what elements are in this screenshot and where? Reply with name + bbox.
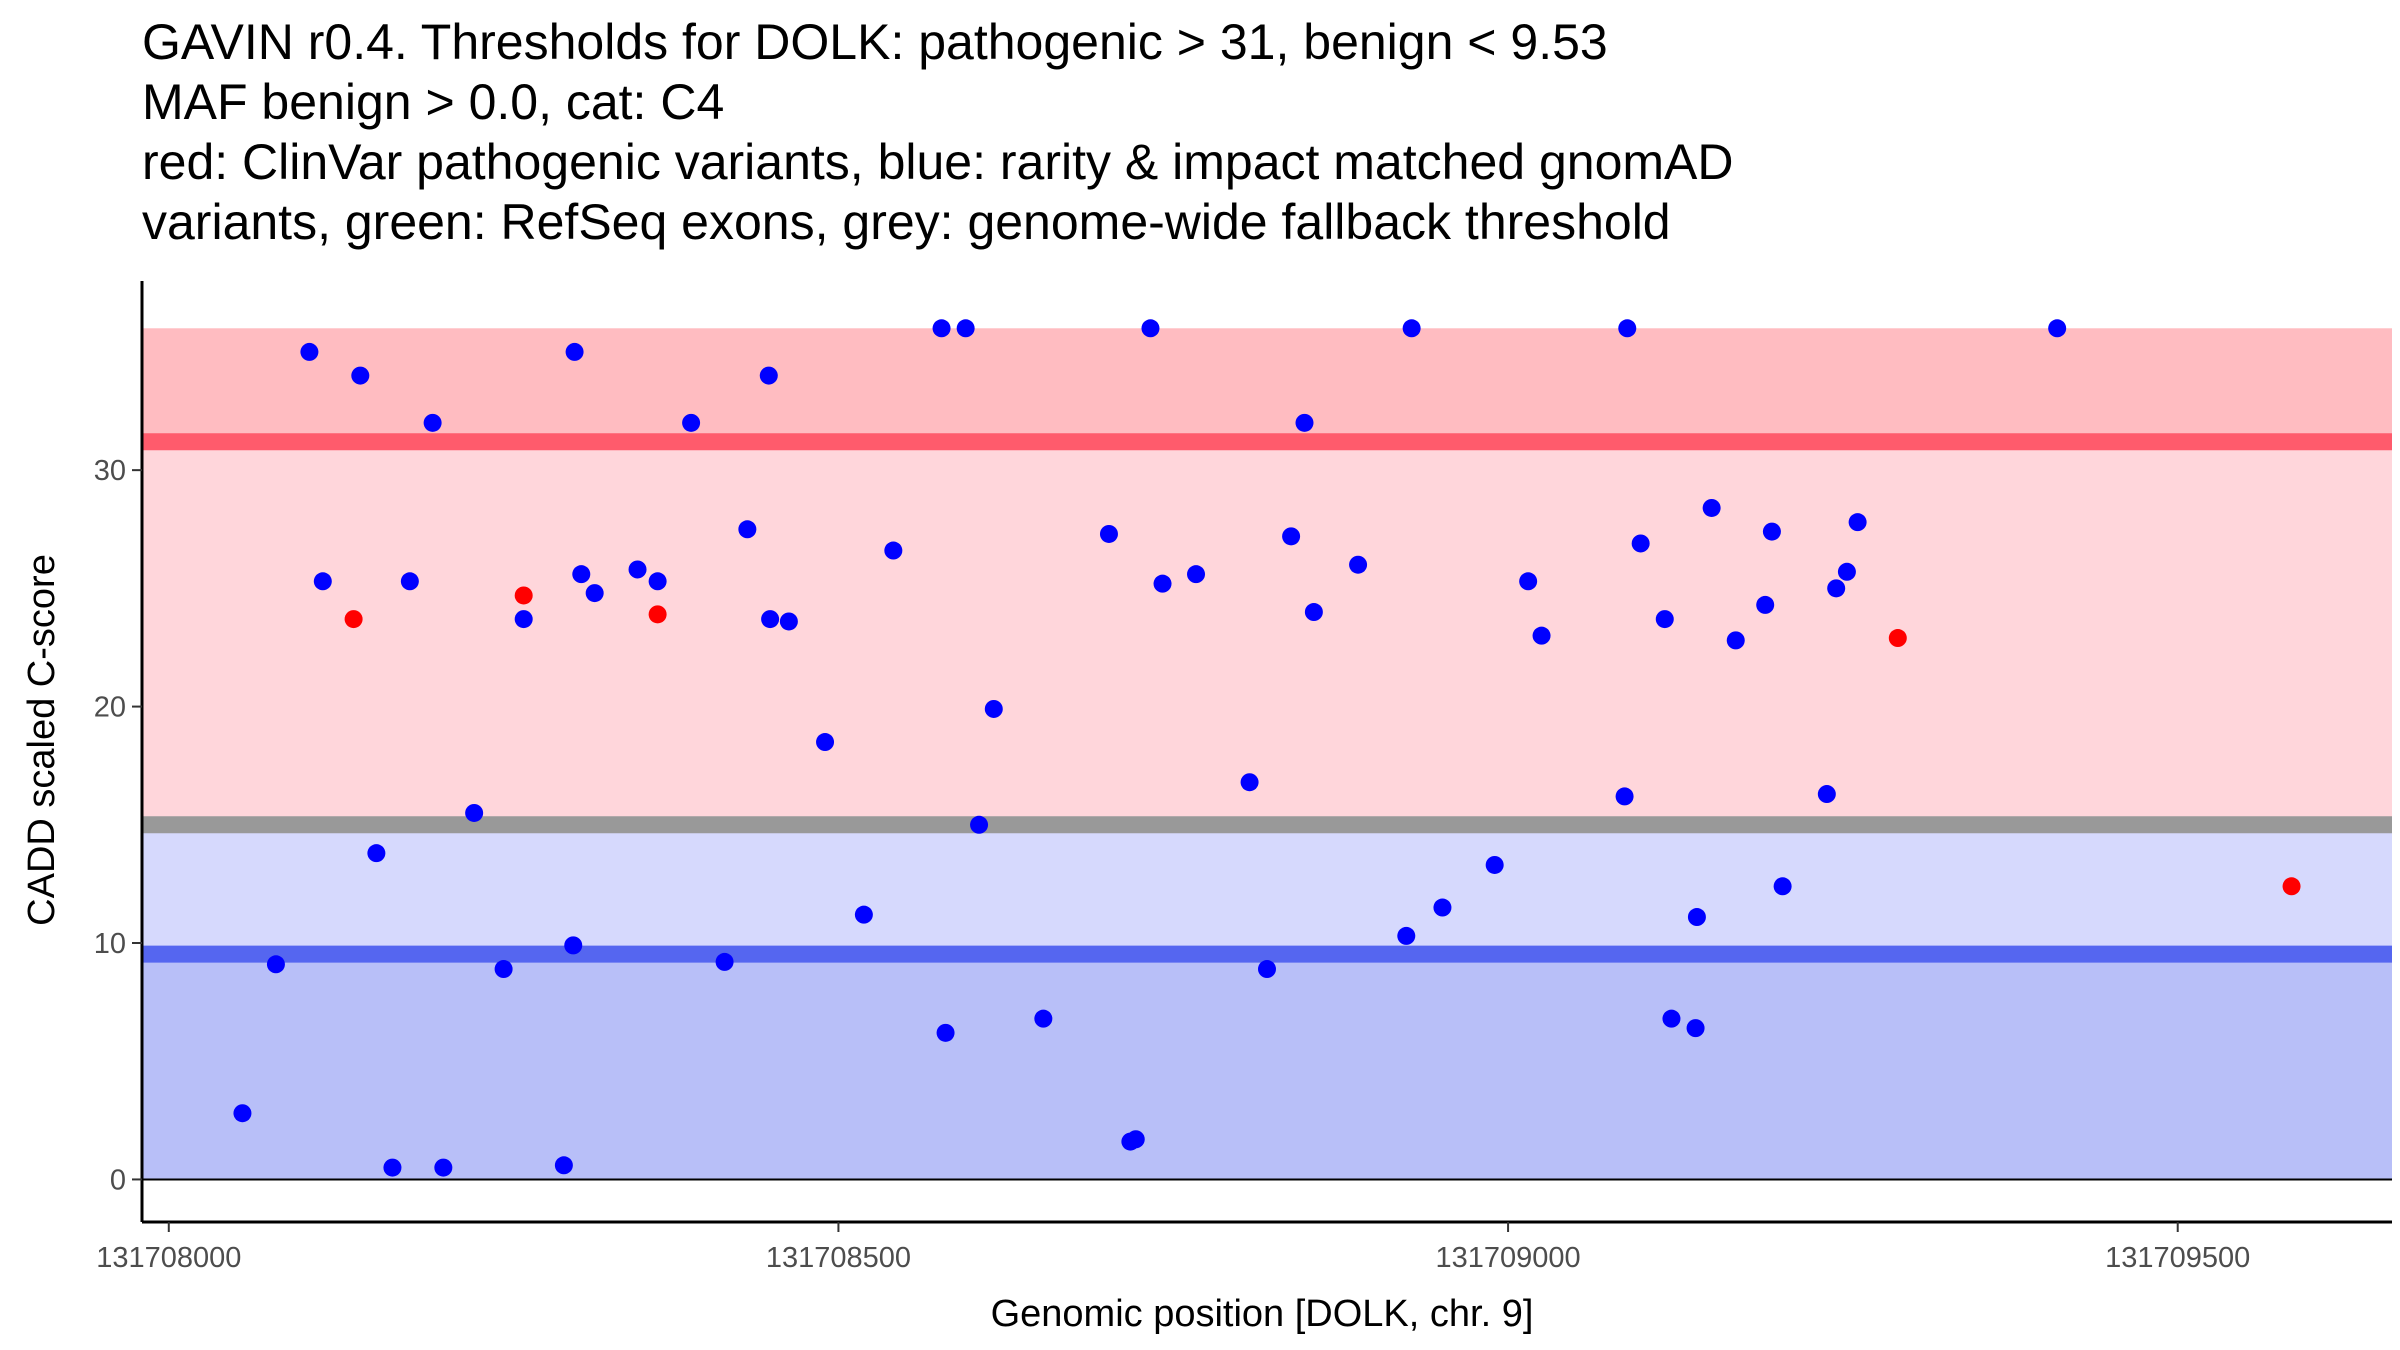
point-gnomad [465, 803, 484, 822]
point-gnomad [1726, 631, 1745, 650]
point-gnomad [761, 610, 780, 629]
point-gnomad [1240, 773, 1259, 792]
x-tick-label: 131708000 [96, 1242, 241, 1274]
chart-title: GAVIN r0.4. Thresholds for DOLK: pathoge… [142, 12, 1733, 252]
point-gnomad [1662, 1009, 1681, 1028]
point-gnomad [648, 572, 667, 591]
point-gnomad [1817, 785, 1836, 804]
point-gnomad [884, 541, 903, 560]
point-gnomad [1532, 626, 1551, 645]
point-gnomad [514, 610, 533, 629]
point-gnomad [1687, 908, 1706, 927]
point-gnomad [1519, 572, 1538, 591]
point-gnomad [1433, 898, 1452, 917]
benign-band [142, 954, 2392, 1180]
point-gnomad [313, 572, 332, 591]
point-gnomad [1402, 319, 1421, 338]
point-gnomad [300, 342, 319, 361]
point-gnomad [400, 572, 419, 591]
point-gnomad [1485, 855, 1504, 874]
x-tick-label: 131708500 [766, 1242, 911, 1274]
bands-layer [142, 328, 2392, 1180]
point-gnomad [628, 560, 647, 579]
point-gnomad [682, 413, 701, 432]
point-gnomad [1762, 522, 1781, 541]
point-clinvar-pathogenic [1888, 629, 1907, 648]
y-axis-title: CADD scaled C-score [21, 554, 63, 926]
point-clinvar-pathogenic [514, 586, 533, 605]
point-gnomad [1282, 527, 1301, 546]
title-line-2: MAF benign > 0.0, cat: C4 [142, 74, 725, 130]
point-gnomad [1655, 610, 1674, 629]
x-axis-title: Genomic position [DOLK, chr. 9] [991, 1293, 1534, 1335]
point-gnomad [1773, 877, 1792, 896]
point-gnomad [932, 319, 951, 338]
point-gnomad [1258, 960, 1276, 979]
point-gnomad [1099, 524, 1118, 543]
title-line-4: variants, green: RefSeq exons, grey: gen… [142, 194, 1671, 250]
point-gnomad [936, 1023, 955, 1042]
fallback-benign-band [142, 831, 2392, 955]
point-gnomad [970, 815, 989, 834]
pathogenic-max-band [142, 328, 2392, 447]
title-line-1: GAVIN r0.4. Thresholds for DOLK: pathoge… [142, 14, 1608, 70]
point-gnomad [423, 413, 442, 432]
point-gnomad [494, 960, 513, 979]
point-gnomad [1615, 787, 1634, 806]
point-gnomad [266, 955, 285, 974]
point-gnomad [854, 905, 873, 924]
point-gnomad [351, 366, 370, 385]
point-gnomad [565, 342, 584, 361]
y-tick-label: 20 [94, 692, 126, 724]
point-gnomad [2048, 319, 2067, 338]
threshold-lines-layer [142, 433, 2392, 1181]
point-gnomad [383, 1158, 402, 1177]
point-gnomad [715, 952, 734, 971]
point-gnomad [554, 1156, 573, 1175]
y-tick-label: 30 [94, 455, 126, 487]
point-gnomad [816, 733, 835, 752]
point-clinvar-pathogenic [2282, 877, 2301, 896]
point-gnomad [1702, 498, 1721, 517]
point-gnomad [984, 699, 1003, 718]
x-tick-label: 131709500 [2105, 1242, 2250, 1274]
point-gnomad [572, 565, 591, 584]
point-clinvar-pathogenic [344, 610, 363, 629]
point-gnomad [779, 612, 798, 631]
point-gnomad [1187, 565, 1206, 584]
point-gnomad [585, 584, 604, 603]
point-gnomad [1756, 595, 1775, 614]
point-gnomad [1304, 603, 1323, 622]
point-gnomad [1618, 319, 1637, 338]
point-gnomad [1034, 1009, 1053, 1028]
point-gnomad [759, 366, 778, 385]
point-gnomad [1126, 1130, 1145, 1149]
point-gnomad [1295, 413, 1314, 432]
point-gnomad [1397, 926, 1416, 945]
point-gnomad [1153, 574, 1172, 593]
x-tick-label: 131709000 [1435, 1242, 1580, 1274]
point-gnomad [1141, 319, 1160, 338]
pathogenic-band [142, 446, 2392, 832]
points-layer [233, 319, 2301, 1177]
y-tick-label: 0 [110, 1164, 126, 1196]
point-gnomad [1631, 534, 1650, 553]
point-gnomad [434, 1158, 453, 1177]
point-gnomad [564, 936, 583, 955]
point-gnomad [1848, 513, 1867, 532]
point-gnomad [1686, 1019, 1705, 1038]
point-gnomad [233, 1104, 252, 1123]
point-gnomad [738, 520, 757, 539]
y-tick-label: 10 [94, 928, 126, 960]
point-gnomad [1349, 555, 1368, 574]
point-gnomad [367, 844, 386, 863]
axes-layer: 0 10 20 30 131708000 131708500 131709000 131709… [94, 281, 2392, 1274]
point-clinvar-pathogenic [648, 605, 667, 624]
point-gnomad [1837, 562, 1856, 581]
title-line-3: red: ClinVar pathogenic variants, blue: … [142, 134, 1734, 190]
point-gnomad [956, 319, 975, 338]
point-gnomad [1827, 579, 1846, 598]
